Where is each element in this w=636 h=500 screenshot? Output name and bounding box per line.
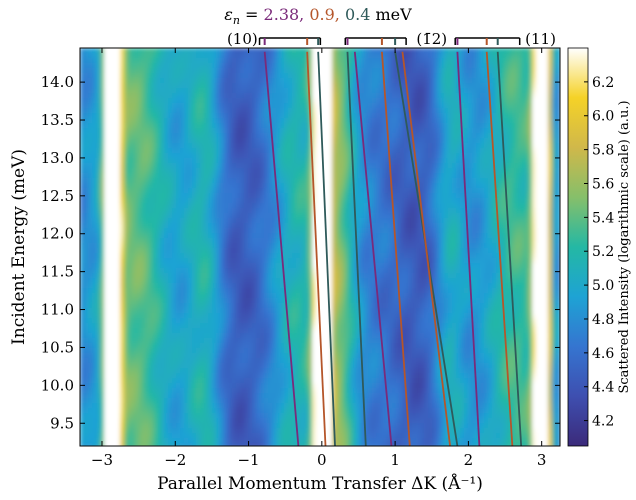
y-tick-label: 12.5 [41, 187, 74, 205]
x-tick-label: 3 [537, 451, 547, 469]
y-tick-label: 10.0 [41, 376, 74, 394]
colorbar-tick-label: 5.4 [592, 210, 614, 226]
colorbar-label: Scattered Intensity (logarithmic scale) … [617, 100, 632, 393]
colorbar-tick-label: 4.6 [592, 346, 614, 362]
colorbar-tick-label: 5.8 [592, 143, 614, 159]
colorbar-tick-label: 5.6 [592, 176, 614, 192]
x-tick-label: −1 [237, 451, 259, 469]
y-tick-label: 14.0 [41, 73, 74, 91]
bragg-peak-label: (10) [227, 30, 258, 48]
colorbar-tick-label: 5.0 [592, 278, 614, 294]
bragg-peak-label: (11) [525, 30, 556, 48]
mode-energy-header: εn = 2.38, 0.9, 0.4 meV [224, 5, 412, 27]
x-tick-label: −2 [164, 451, 186, 469]
colorbar-tick-label: 4.2 [592, 414, 614, 430]
x-tick-label: 0 [317, 451, 327, 469]
y-axis-label: Incident Energy (meV) [9, 149, 29, 345]
y-tick-label: 11.5 [41, 263, 74, 281]
y-tick-label: 13.5 [41, 111, 74, 129]
x-tick-label: 1 [390, 451, 400, 469]
y-tick-label: 12.0 [41, 225, 74, 243]
y-tick-label: 10.5 [41, 338, 74, 356]
colorbar-tick-label: 4.4 [592, 380, 614, 396]
colorbar-ticks: 4.2 4.4 4.6 4.8 5.0 5.2 5.4 5.6 5.8 6.0 6.2 [584, 75, 614, 430]
colorbar-tick-label: 4.8 [592, 312, 614, 328]
mode-energy-legend: εn = 2.38, 0.9, 0.4 meV [224, 5, 412, 27]
x-axis-label: Parallel Momentum Transfer ΔK (Å⁻¹) [157, 473, 483, 494]
colorbar-tick-label: 5.2 [592, 244, 614, 260]
y-tick-label: 13.0 [41, 149, 74, 167]
bragg-brackets: (10) (1̄2) (11) [227, 30, 556, 48]
colorbar-tick-label: 6.0 [592, 109, 614, 125]
bragg-peak-label: (1̄2) [416, 30, 447, 48]
x-tick-label: −3 [91, 451, 113, 469]
y-tick-label: 11.0 [41, 301, 74, 319]
colorbar-tick-label: 6.2 [592, 75, 614, 91]
y-tick-label: 9.5 [50, 414, 74, 432]
x-tick-label: 2 [464, 451, 474, 469]
